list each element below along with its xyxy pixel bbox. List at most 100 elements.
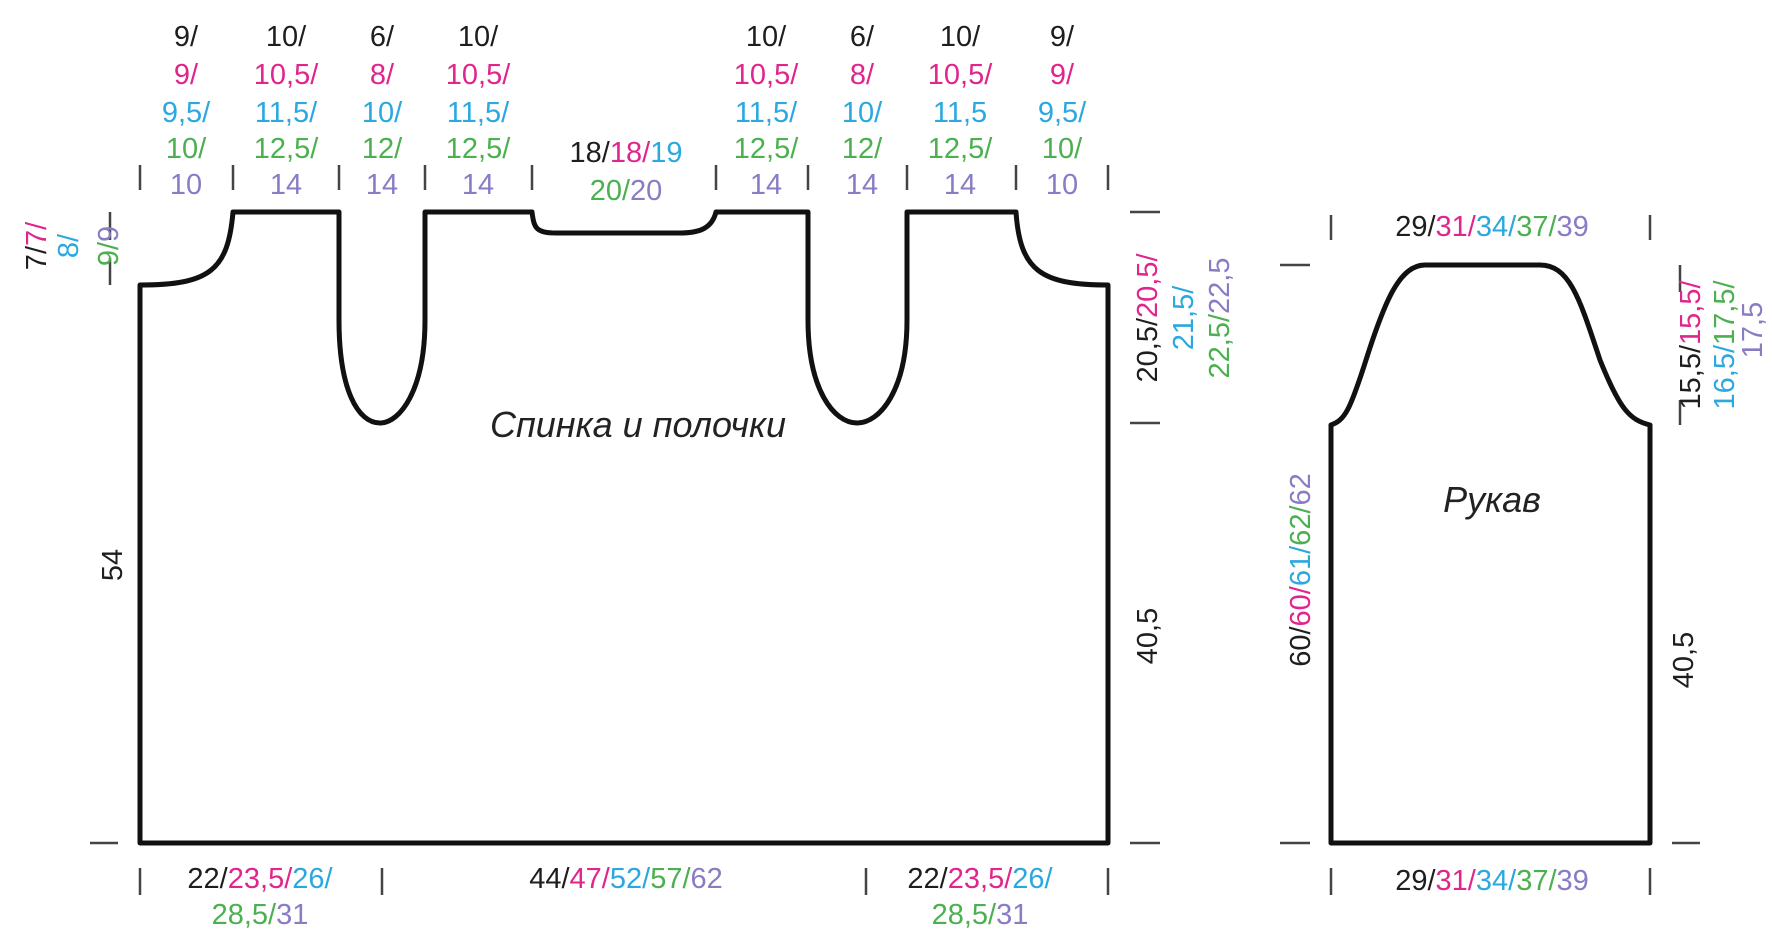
svg-text:9/9: 9/9 xyxy=(93,226,125,266)
neck-size1: 18/ xyxy=(570,137,611,169)
neck-width-label: 18/18/19 20/20 xyxy=(570,137,683,207)
shoulder-slope-label: 7/7/ 8/ 9/9 xyxy=(21,221,125,270)
top-col-2-size3: 11,5/ xyxy=(255,97,318,129)
bottom-left-size5: 31 xyxy=(276,899,308,931)
top-col-6-size3: 10/ xyxy=(842,97,883,129)
sleeve-cap-size5: 17,5 xyxy=(1737,302,1769,358)
sleeve-piece-title: Рукав xyxy=(1443,479,1541,520)
sleeve-top-size4: 37/ xyxy=(1516,211,1557,243)
top-col-4-size1: 10/ xyxy=(458,21,499,53)
svg-text:22,5/22,5: 22,5/22,5 xyxy=(1204,258,1236,379)
top-col-8-size2: 9/ xyxy=(1050,59,1075,91)
bottom-middle-size1: 44/ xyxy=(529,863,570,895)
svg-text:60/60/61/62/62: 60/60/61/62/62 xyxy=(1285,473,1317,667)
top-col-5-size1: 10/ xyxy=(746,21,787,53)
top-col-6-size4: 12/ xyxy=(842,133,883,165)
bottom-left-size1: 22/ xyxy=(187,863,228,895)
top-col-3-size4: 12/ xyxy=(362,133,403,165)
sleeve-length-size4: 62/ xyxy=(1285,505,1317,546)
top-col-4-size5: 14 xyxy=(462,169,494,201)
svg-text:7/7/: 7/7/ xyxy=(21,221,53,270)
bottom-right-size5: 31 xyxy=(996,899,1028,931)
sleeve-top-size1: 29/ xyxy=(1395,211,1436,243)
top-col-7-size5: 14 xyxy=(944,169,976,201)
top-col-8-size5: 10 xyxy=(1046,169,1078,201)
bottom-middle-size2: 47/ xyxy=(570,863,611,895)
sleeve-bottom-width-label: 29/31/34/37/39 xyxy=(1395,865,1589,897)
side-dimension-ticks xyxy=(90,210,1700,845)
bottom-left-size3: 26/ xyxy=(292,863,333,895)
neck-size2: 18/ xyxy=(610,137,651,169)
top-col-1-size1: 9/ xyxy=(174,21,199,53)
neck-size5: 20 xyxy=(630,175,662,207)
sleeve-bottom-size1: 29/ xyxy=(1395,865,1436,897)
sleeve-cap-size3: 16,5/ xyxy=(1709,344,1741,409)
top-col-8-size4: 10/ xyxy=(1042,133,1083,165)
sleeve-bottom-size3: 34/ xyxy=(1476,865,1517,897)
body-piece-title: Спинка и полочки xyxy=(490,404,786,445)
top-col-5-size2: 10,5/ xyxy=(734,59,799,91)
neck-size4: 20/ xyxy=(590,175,631,207)
neck-size3: 19 xyxy=(650,137,682,169)
bottom-right-size2: 23,5/ xyxy=(948,863,1013,895)
bottom-left-size4: 28,5/ xyxy=(212,899,277,931)
svg-text:29/31/34/37/39: 29/31/34/37/39 xyxy=(1395,865,1589,897)
top-dimension-ticks xyxy=(138,165,1110,190)
top-col-3-size3: 10/ xyxy=(362,97,403,129)
shoulder-size3: 8/ xyxy=(53,233,85,258)
top-col-8-size1: 9/ xyxy=(1050,21,1075,53)
sleeve-length-size2: 60/ xyxy=(1285,585,1317,626)
top-col-7-size1: 10/ xyxy=(940,21,981,53)
top-col-5-size3: 11,5/ xyxy=(735,97,798,129)
bottom-right-size4: 28,5/ xyxy=(932,899,997,931)
shoulder-size2: 7/ xyxy=(21,221,53,246)
top-col-1-size2: 9/ xyxy=(174,59,199,91)
top-col-1-size5: 10 xyxy=(170,169,202,201)
bottom-middle-size3: 52/ xyxy=(610,863,651,895)
sleeve-bottom-size5: 39 xyxy=(1557,865,1589,897)
svg-text:44/47/52/57/62: 44/47/52/57/62 xyxy=(529,863,723,895)
top-col-8-size3: 9,5/ xyxy=(1038,97,1087,129)
sleeve-top-size3: 34/ xyxy=(1476,211,1517,243)
sleeve-length-label: 60/60/61/62/62 xyxy=(1285,473,1317,667)
top-col-4-size2: 10,5/ xyxy=(446,59,511,91)
sleeve-cap-size2: 15,5/ xyxy=(1675,280,1707,345)
sleeve-top-size2: 31/ xyxy=(1436,211,1477,243)
top-col-5-size5: 14 xyxy=(750,169,782,201)
bottom-middle-width-label: 44/47/52/57/62 xyxy=(529,863,723,895)
top-col-1-size3: 9,5/ xyxy=(162,97,211,129)
bottom-left-width-label: 22/23,5/26/ 28,5/31 xyxy=(187,863,333,931)
svg-text:15,5/15,5/: 15,5/15,5/ xyxy=(1675,280,1707,410)
top-col-2-size5: 14 xyxy=(270,169,302,201)
top-col-5-size4: 12,5/ xyxy=(734,133,799,165)
armhole-size1: 20,5/ xyxy=(1132,317,1164,382)
svg-text:28,5/31: 28,5/31 xyxy=(212,899,309,931)
sleeve-top-width-label: 29/31/34/37/39 xyxy=(1395,211,1589,243)
armhole-size2: 20,5/ xyxy=(1132,253,1164,318)
shoulder-size5: 9 xyxy=(93,226,125,242)
bottom-right-width-label: 22/23,5/26/ 28,5/31 xyxy=(907,863,1053,931)
top-col-7-size3: 11,5 xyxy=(933,97,987,129)
top-col-6-size1: 6/ xyxy=(850,21,875,53)
top-col-3-size1: 6/ xyxy=(370,21,395,53)
top-col-1-size4: 10/ xyxy=(166,133,207,165)
top-col-7-size2: 10,5/ xyxy=(928,59,993,91)
top-width-labels: 9/ 9/ 9,5/ 10/ 10 10/ 10,5/ 11,5/ 12,5/ … xyxy=(162,21,1087,201)
sleeve-length-size3: 61/ xyxy=(1285,545,1317,586)
bottom-middle-size5: 62 xyxy=(691,863,723,895)
bottom-dimension-ticks xyxy=(138,215,1652,895)
svg-text:20/20: 20/20 xyxy=(590,175,663,207)
top-col-2-size4: 12,5/ xyxy=(254,133,319,165)
armhole-size4: 22,5/ xyxy=(1204,313,1236,378)
bottom-right-size1: 22/ xyxy=(907,863,948,895)
sleeve-cap-size4: 17,5/ xyxy=(1709,280,1741,345)
sleeve-cap-size1: 15,5/ xyxy=(1675,344,1707,409)
sleeve-length-size5: 62 xyxy=(1285,473,1317,505)
bottom-middle-size4: 57/ xyxy=(650,863,691,895)
svg-text:18/18/19: 18/18/19 xyxy=(570,137,683,169)
sleeve-side-height-label: 40,5 xyxy=(1668,632,1700,688)
armhole-size3: 21,5/ xyxy=(1168,285,1200,350)
svg-text:22/23,5/26/: 22/23,5/26/ xyxy=(907,863,1053,895)
top-col-4-size3: 11,5/ xyxy=(447,97,510,129)
